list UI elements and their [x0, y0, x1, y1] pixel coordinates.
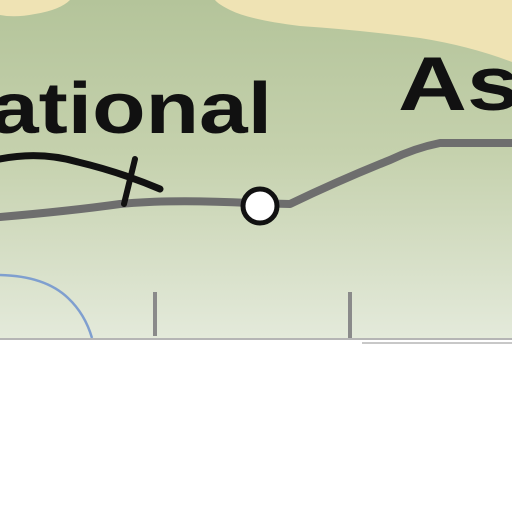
place-label-partial-right: As — [398, 42, 512, 127]
sand-region-left — [0, 0, 70, 17]
railroad-crossing-tick-icon — [121, 156, 138, 207]
place-label-partial-left: ational — [0, 69, 272, 149]
sand-region-right — [215, 0, 512, 62]
land-area — [0, 0, 512, 340]
railway-line — [0, 152, 164, 193]
open-circle-station-icon — [240, 186, 280, 226]
blue-line — [0, 273, 94, 339]
